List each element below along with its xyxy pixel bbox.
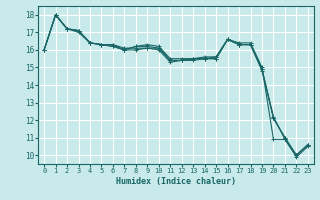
X-axis label: Humidex (Indice chaleur): Humidex (Indice chaleur)	[116, 177, 236, 186]
